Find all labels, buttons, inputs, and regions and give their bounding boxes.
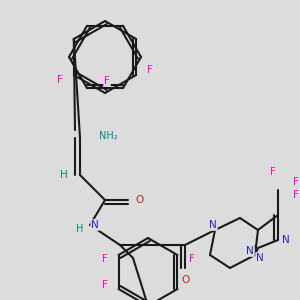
Text: O: O <box>181 275 189 285</box>
Text: F: F <box>104 76 110 86</box>
Text: F: F <box>270 167 276 177</box>
Text: F: F <box>293 177 299 187</box>
Text: F: F <box>102 280 107 290</box>
Text: N: N <box>91 220 99 230</box>
Text: NH₂: NH₂ <box>99 131 117 141</box>
Text: F: F <box>147 65 153 75</box>
Text: N: N <box>246 246 254 256</box>
Text: N: N <box>256 253 264 263</box>
Text: O: O <box>136 195 144 205</box>
Text: F: F <box>293 190 299 200</box>
Text: N: N <box>282 235 290 245</box>
Text: H: H <box>76 224 84 234</box>
Text: N: N <box>209 220 217 230</box>
Text: F: F <box>188 254 194 264</box>
Text: H: H <box>60 170 68 180</box>
Text: F: F <box>57 75 63 85</box>
Text: F: F <box>102 254 107 264</box>
